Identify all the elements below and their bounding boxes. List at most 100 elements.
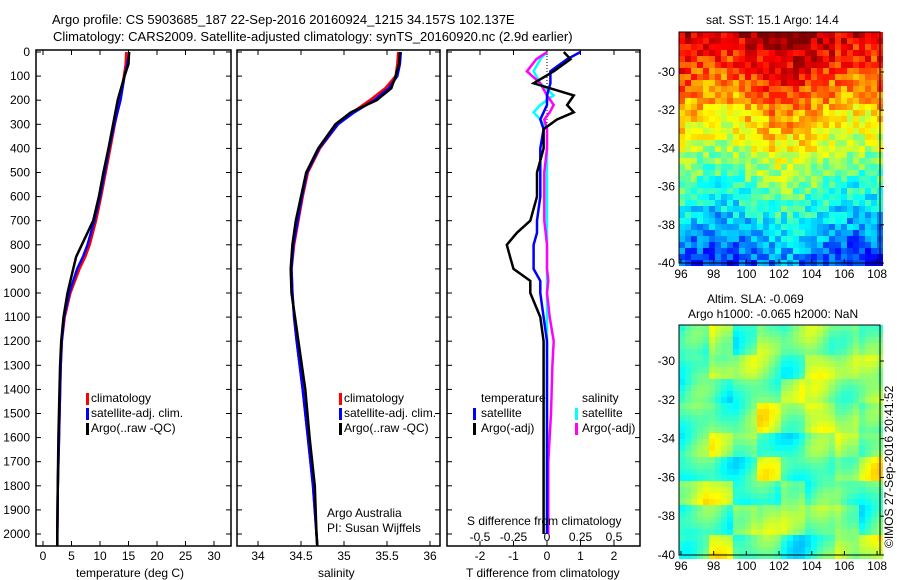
sla-map-cell <box>691 349 697 355</box>
sla-map-cell <box>811 553 817 559</box>
sst-map-cell <box>733 56 739 62</box>
sst-map-cell <box>829 182 835 188</box>
sst-map-cell <box>817 86 823 92</box>
sla-map-cell <box>685 475 691 481</box>
sla-map-cell <box>697 331 703 337</box>
sla-map-cell <box>787 325 793 331</box>
sla-map-cell <box>679 505 685 511</box>
sla-map-cell <box>745 421 751 427</box>
sla-map-cell <box>691 541 697 547</box>
sla-map-cell <box>721 367 727 373</box>
sla-map-cell <box>721 391 727 397</box>
sst-map-cell <box>769 86 775 92</box>
sst-map-cell <box>733 152 739 158</box>
sla-map-cell <box>823 373 829 379</box>
sst-map-cell <box>745 176 751 182</box>
sla-map-cell <box>751 493 757 499</box>
sst-map-cell <box>769 212 775 218</box>
sst-map-cell <box>823 68 829 74</box>
sla-map-cell <box>829 547 835 553</box>
sst-map-cell <box>709 200 715 206</box>
sla-map-cell <box>733 493 739 499</box>
sla-map-cell <box>871 337 877 343</box>
sst-map-cell <box>847 212 853 218</box>
sst-map-cell <box>871 116 877 122</box>
sla-map-cell <box>727 481 733 487</box>
sla-map-cell <box>685 391 691 397</box>
sla-map-cell <box>871 451 877 457</box>
sla-map-cell <box>793 421 799 427</box>
sst-map-cell <box>691 188 697 194</box>
sst-map-cell <box>823 146 829 152</box>
sst-map-cell <box>691 236 697 242</box>
sla-map-cell <box>685 349 691 355</box>
sst-map-cell <box>739 188 745 194</box>
sst-map-cell <box>853 230 859 236</box>
sst-map-cell <box>799 110 805 116</box>
sst-map-cell <box>679 146 685 152</box>
sla-map-cell <box>751 325 757 331</box>
sla-map-cell <box>829 445 835 451</box>
sla-map-cell <box>811 439 817 445</box>
sla-map-cell <box>685 517 691 523</box>
sst-map-cell <box>703 236 709 242</box>
sla-map-cell <box>847 331 853 337</box>
sla-map-cell <box>715 373 721 379</box>
sst-map-cell <box>799 44 805 50</box>
sla-map-cell <box>757 505 763 511</box>
sla-map-cell <box>871 499 877 505</box>
sst-map-cell <box>841 206 847 212</box>
sst-map-cell <box>859 164 865 170</box>
sla-map-cell <box>823 457 829 463</box>
sla-map-cell <box>817 433 823 439</box>
sla-map-cell <box>709 433 715 439</box>
sst-map-cell <box>763 182 769 188</box>
sla-map-cell <box>679 433 685 439</box>
sla-map-cell <box>727 541 733 547</box>
sla-map-cell <box>703 475 709 481</box>
sst-map-cell <box>697 218 703 224</box>
sst-map-cell <box>793 56 799 62</box>
sla-map-cell <box>727 403 733 409</box>
sla-map-cell <box>709 331 715 337</box>
sla-map-cell <box>733 355 739 361</box>
sst-map-cell <box>679 224 685 230</box>
sla-map-cell <box>763 409 769 415</box>
sla-map-cell <box>721 505 727 511</box>
sla-map-cell <box>853 367 859 373</box>
sla-map-cell <box>703 349 709 355</box>
sla-map-cell <box>709 535 715 541</box>
sst-map-cell <box>847 164 853 170</box>
sla-map-cell <box>841 493 847 499</box>
sst-map-cell <box>751 56 757 62</box>
legend1-argo: Argo(..raw -QC) <box>91 421 176 435</box>
sla-map-cell <box>817 397 823 403</box>
sst-map-cell <box>763 32 769 38</box>
sla-map-cell <box>865 469 871 475</box>
sla-map-cell <box>835 343 841 349</box>
sla-map-cell <box>865 325 871 331</box>
sst-map-cell <box>817 128 823 134</box>
sla-map-cell <box>805 439 811 445</box>
sla-map-cell <box>823 421 829 427</box>
sla-map-cell <box>823 439 829 445</box>
sla-map-cell <box>811 391 817 397</box>
sla-map-cell <box>817 505 823 511</box>
sla-map-cell <box>721 469 727 475</box>
sst-map-cell <box>685 116 691 122</box>
sla-map-cell <box>751 535 757 541</box>
sst-map-cell <box>685 134 691 140</box>
sla-map-cell <box>841 397 847 403</box>
sst-map-cell <box>757 212 763 218</box>
sst-map-cell <box>781 140 787 146</box>
sst-map-cell <box>853 104 859 110</box>
sst-map-cell <box>697 200 703 206</box>
sla-map-cell <box>847 499 853 505</box>
sst-map-cell <box>841 146 847 152</box>
sla-map-cell <box>763 523 769 529</box>
sla-map-cell <box>709 361 715 367</box>
sla-map-cell <box>685 373 691 379</box>
sla-map-cell <box>703 427 709 433</box>
sla-map-cell <box>811 463 817 469</box>
y-tick-label: 1700 <box>3 455 30 469</box>
